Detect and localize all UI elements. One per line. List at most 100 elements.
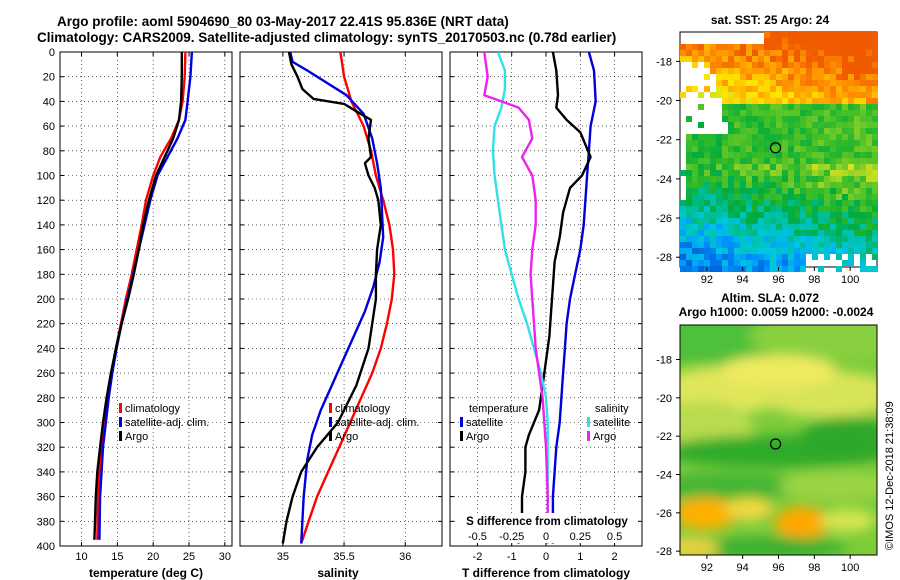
sst-cell	[686, 164, 692, 170]
sst-cell	[854, 38, 860, 44]
sst-cell	[866, 182, 872, 188]
sst-cell	[734, 224, 740, 230]
sst-cell	[692, 188, 698, 194]
sst-cell	[752, 224, 758, 230]
sst-cell	[842, 80, 848, 86]
sst-cell	[728, 68, 734, 74]
sst-cell	[770, 182, 776, 188]
sst-cell	[860, 242, 866, 248]
sst-cell	[872, 164, 878, 170]
sst-cell	[860, 32, 866, 38]
sst-cell	[818, 56, 824, 62]
sst-cell	[788, 218, 794, 224]
sst-cell	[740, 242, 746, 248]
sst-cell	[872, 182, 878, 188]
sst-cell	[794, 146, 800, 152]
sst-cell	[740, 98, 746, 104]
sst-cell	[866, 158, 872, 164]
sst-cell	[770, 242, 776, 248]
sst-cell	[782, 206, 788, 212]
sst-cell	[728, 176, 734, 182]
sst-cell	[782, 110, 788, 116]
sst-cell	[722, 170, 728, 176]
sst-cell	[710, 194, 716, 200]
sst-cell	[854, 242, 860, 248]
s-diff-tick-0-5: 0.5	[607, 531, 622, 543]
sst-cell	[788, 206, 794, 212]
sst-cell	[854, 176, 860, 182]
sst-cell	[698, 188, 704, 194]
sst-cell	[830, 158, 836, 164]
sst-cell	[830, 32, 836, 38]
sst-cell	[866, 122, 872, 128]
sst-cell	[710, 206, 716, 212]
sst-cell	[752, 140, 758, 146]
sst-cell	[716, 224, 722, 230]
sst-cell	[710, 44, 716, 50]
sst-cell	[830, 146, 836, 152]
sst-cell	[710, 266, 716, 272]
salinity-x-tick-36: 36	[399, 551, 411, 563]
sst-cell	[722, 188, 728, 194]
sst-cell	[680, 170, 686, 176]
depth-tick-label-120: 120	[37, 195, 55, 207]
sla-blob	[778, 472, 877, 500]
sst-cell	[794, 164, 800, 170]
sst-cell	[806, 176, 812, 182]
sst-cell	[734, 134, 740, 140]
sst-cell	[692, 194, 698, 200]
sst-cell	[812, 32, 818, 38]
sst-cell	[764, 230, 770, 236]
sst-cell	[704, 248, 710, 254]
sst-cell	[752, 176, 758, 182]
sst-cell	[716, 218, 722, 224]
sst-cell	[800, 254, 806, 260]
sst-cell	[848, 212, 854, 218]
sst-cell	[728, 266, 734, 272]
sst-map-lat-tick-28: -28	[656, 252, 672, 264]
sst-cell	[680, 212, 686, 218]
sst-cell	[716, 134, 722, 140]
sst-cell	[794, 212, 800, 218]
sst-cell	[806, 98, 812, 104]
sst-cell	[734, 230, 740, 236]
sst-cell	[740, 260, 746, 266]
sst-cell	[728, 110, 734, 116]
sst-cell	[752, 134, 758, 140]
sst-cell	[710, 224, 716, 230]
sst-cell	[812, 116, 818, 122]
sla-blob	[725, 497, 773, 521]
sst-cell	[782, 188, 788, 194]
sst-cell	[716, 50, 722, 56]
sst-cell	[824, 218, 830, 224]
sst-cell	[848, 188, 854, 194]
sst-cell	[830, 224, 836, 230]
sst-cell	[752, 170, 758, 176]
sst-cell	[860, 50, 866, 56]
sst-cell	[710, 92, 716, 98]
sst-cell	[860, 188, 866, 194]
sst-cell	[698, 104, 704, 110]
sst-cell	[698, 44, 704, 50]
sst-cell	[686, 50, 692, 56]
sst-cell	[830, 134, 836, 140]
sst-cell	[854, 110, 860, 116]
sst-cell	[776, 164, 782, 170]
sst-cell	[764, 254, 770, 260]
sst-cell	[794, 182, 800, 188]
sst-cell	[806, 56, 812, 62]
sst-cell	[836, 200, 842, 206]
sst-cell	[788, 110, 794, 116]
depth-tick-label-300: 300	[37, 418, 55, 430]
sst-cell	[848, 62, 854, 68]
sst-cell	[866, 248, 872, 254]
sst-cell	[812, 92, 818, 98]
sst-cell	[722, 260, 728, 266]
sst-cell	[866, 128, 872, 134]
sst-cell	[842, 110, 848, 116]
sst-cell	[788, 194, 794, 200]
sst-cell	[842, 212, 848, 218]
sst-cell	[818, 44, 824, 50]
sst-cell	[788, 116, 794, 122]
sst-cell	[752, 164, 758, 170]
